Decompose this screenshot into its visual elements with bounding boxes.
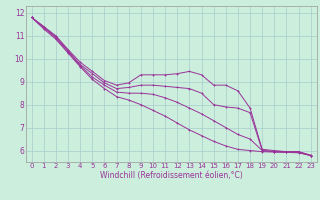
X-axis label: Windchill (Refroidissement éolien,°C): Windchill (Refroidissement éolien,°C) (100, 171, 243, 180)
